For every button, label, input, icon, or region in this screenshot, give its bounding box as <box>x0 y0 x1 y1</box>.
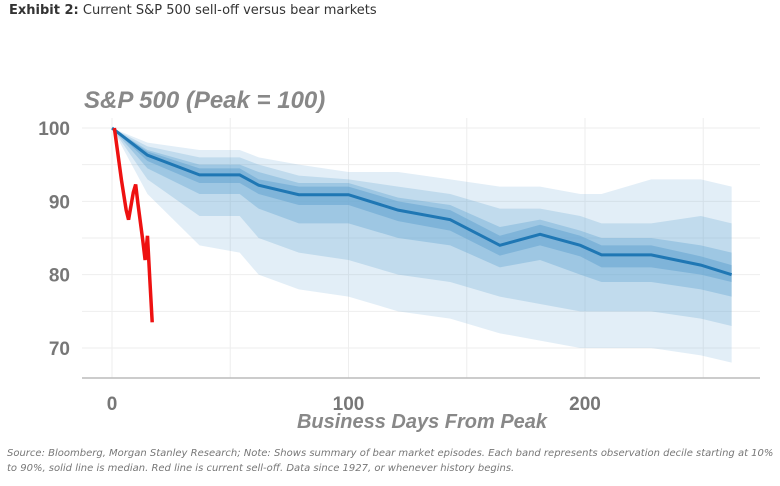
x-tick-label: 0 <box>107 394 118 415</box>
y-tick-label: 80 <box>49 266 70 287</box>
current-selloff-line <box>112 127 154 323</box>
exhibit-title: Exhibit 2: Current S&P 500 sell-off vers… <box>9 3 377 18</box>
y-tick-label: 70 <box>49 339 70 360</box>
x-axis-label: Business Days From Peak <box>297 411 548 433</box>
exhibit-title-text: Current S&P 500 sell-off versus bear mar… <box>82 3 377 18</box>
x-tick-label: 200 <box>569 394 601 415</box>
source-note: Source: Bloomberg, Morgan Stanley Resear… <box>7 448 774 474</box>
median-line <box>111 126 733 277</box>
band-20%-80% <box>112 128 732 326</box>
y-tick-label: 100 <box>38 119 70 140</box>
chart: 70 80 90 100 0 100 200 S&P 500 (Peak = 100) Bu… <box>38 87 760 433</box>
y-tick-label: 90 <box>49 192 70 213</box>
exhibit-label: Exhibit 2: <box>9 3 79 18</box>
chart-title: S&P 500 (Peak = 100) <box>84 87 325 114</box>
x-tick-label: 100 <box>333 394 365 415</box>
